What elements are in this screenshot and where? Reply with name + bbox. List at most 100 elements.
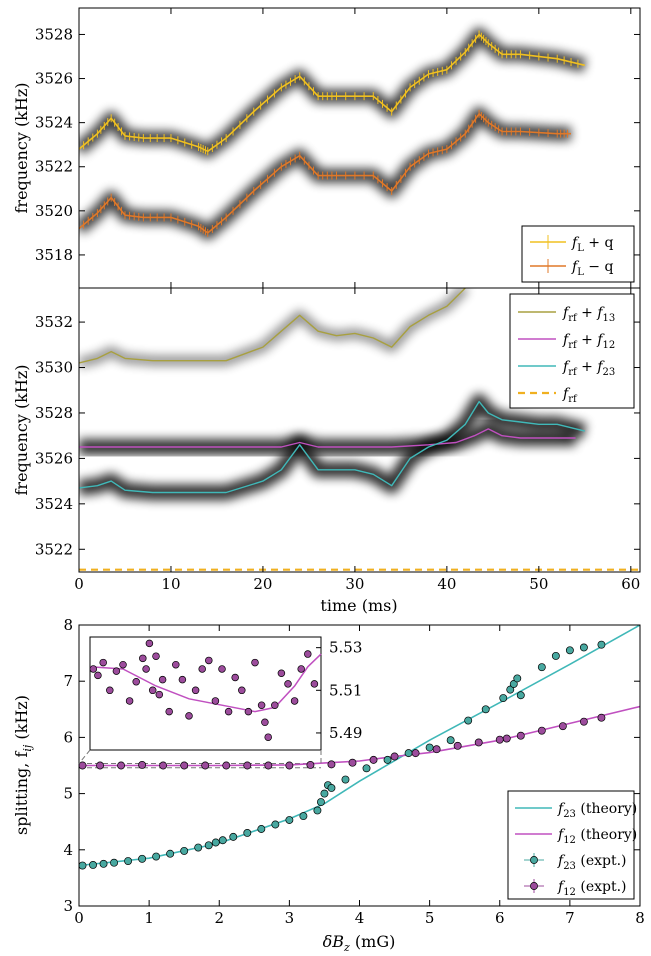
bottom-point-f23 xyxy=(313,806,322,815)
bottom-ytick-label: 3 xyxy=(63,897,73,915)
bottom-point-f23 xyxy=(229,832,238,841)
bottom-point-f23 xyxy=(551,651,560,660)
bottom-point-f23 xyxy=(404,749,413,758)
middle-series-line-0 xyxy=(79,288,466,364)
bottom-point-f12 xyxy=(201,761,210,770)
middle-xtick-label: 30 xyxy=(345,575,364,593)
bottom-point-f23 xyxy=(194,843,203,852)
inset-point xyxy=(152,652,160,660)
top-ytick-label: 3526 xyxy=(35,70,73,88)
middle-legend-label-2: frf + f23 xyxy=(562,359,615,378)
inset-point xyxy=(145,639,154,648)
bottom-point-f12 xyxy=(390,752,399,761)
bottom-legend-marker xyxy=(530,856,538,864)
bottom-point-f23 xyxy=(509,680,518,688)
bottom-xtick-label: 2 xyxy=(214,909,224,927)
bottom-point-f23 xyxy=(110,858,119,867)
middle-legend-label-0-sub2: 13 xyxy=(603,313,616,324)
inset-point xyxy=(178,675,187,684)
bottom-legend-label-expt-1-f: f xyxy=(557,879,566,895)
bottom-ytick-label: 6 xyxy=(63,728,73,746)
inset-point xyxy=(271,701,279,709)
bottom-point-f12 xyxy=(117,761,126,770)
bottom-ytick-label: 8 xyxy=(63,616,73,634)
bottom-point-f12 xyxy=(243,761,252,770)
middle-ytick-label: 3522 xyxy=(35,540,73,558)
bottom-legend-marker xyxy=(530,882,538,890)
bottom-inset: 5.49 5.51 5.53 xyxy=(78,636,362,764)
bottom-point-f23 xyxy=(341,775,350,784)
bottom-point-f23 xyxy=(99,859,108,868)
middle-legend-label-2-f: f xyxy=(562,359,571,375)
middle-legend-label-1-f2: f xyxy=(596,332,605,348)
inset-point xyxy=(139,654,147,663)
bottom-point-f23 xyxy=(516,691,525,700)
middle-xtick-label: 50 xyxy=(529,575,548,593)
bottom-legend-label-expt-0-f: f xyxy=(557,853,566,869)
inset-point xyxy=(231,673,239,682)
inset-point xyxy=(106,686,114,695)
middle-xtick-label: 20 xyxy=(253,575,272,593)
inset-point xyxy=(148,686,157,695)
middle-legend-label-1-rest: + xyxy=(577,332,598,348)
bottom-legend-label-theory-1-f: f xyxy=(557,827,566,843)
bottom-ytick-label: 7 xyxy=(63,672,73,690)
bottom-point-f12 xyxy=(348,758,357,767)
middle-xtick-label: 60 xyxy=(621,575,640,593)
middle-xtick-label: 40 xyxy=(437,575,456,593)
bottom-point-f12 xyxy=(222,761,231,770)
bottom-point-f23 xyxy=(320,789,329,798)
bottom-point-f23 xyxy=(425,743,434,752)
inset-point xyxy=(172,660,180,669)
top-legend-label-0-sub: L xyxy=(577,243,584,254)
middle-ytick-label: 3532 xyxy=(35,313,73,331)
bottom-xtick-label: 4 xyxy=(355,909,365,927)
inset-point xyxy=(244,707,253,716)
bottom-point-f23 xyxy=(152,852,161,861)
bottom-point-f23 xyxy=(513,674,522,683)
bottom-point-f23 xyxy=(204,841,213,850)
bottom-ytick-label: 5 xyxy=(63,785,73,803)
bottom-point-f12 xyxy=(327,760,336,769)
bottom-ylabel: splitting, fij (kHz) xyxy=(12,695,34,835)
inset-point xyxy=(205,656,213,665)
bottom-xtick-label: 3 xyxy=(285,909,295,927)
bottom-point-f12 xyxy=(180,761,189,770)
middle-legend-label-0-rest: + xyxy=(577,305,598,321)
top-plot-clip xyxy=(79,27,587,240)
bottom-frame xyxy=(78,624,641,907)
bottom-point-f12 xyxy=(138,760,147,769)
bottom-xtick-label: 5 xyxy=(425,909,435,927)
middle-legend-label-2-rest: + xyxy=(577,359,598,375)
inset-point xyxy=(211,697,220,705)
bottom-ylabel-main: splitting, f xyxy=(12,751,31,835)
bottom-ylabel-rest: (kHz) xyxy=(12,695,31,745)
bottom-plot-clip xyxy=(79,625,640,870)
bottom-point-f12 xyxy=(264,761,273,770)
top-legend-label-1-sub: L xyxy=(577,267,584,278)
inset-point xyxy=(132,678,140,686)
bottom-point-f23 xyxy=(89,861,97,869)
top-ytick-label: 3518 xyxy=(35,246,73,264)
bottom-point-f12 xyxy=(597,713,606,722)
middle-legend-label-0-sub: rf xyxy=(568,313,578,324)
middle-legend-label-2-sub2: 23 xyxy=(603,367,616,378)
middle-legend-label-1: frf + f12 xyxy=(562,332,615,351)
inset-point xyxy=(297,665,305,673)
inset-point xyxy=(119,660,127,669)
bottom-point-f12 xyxy=(453,741,462,750)
middle-xlabel: time (ms) xyxy=(320,596,397,615)
bottom-point-f23 xyxy=(299,812,308,821)
middle-legend-label-3-f: f xyxy=(562,386,571,402)
bottom-point-f12 xyxy=(432,745,441,754)
inset-point xyxy=(218,665,226,673)
bottom-point-f23 xyxy=(243,828,252,837)
top-legend-box xyxy=(521,225,635,283)
bottom-legend-label-theory-0: f23 (theory) xyxy=(557,801,637,820)
top-legend-label-0: fL + q xyxy=(571,235,613,254)
bottom-xtick-label: 8 xyxy=(635,909,645,927)
top-ytick-label: 3528 xyxy=(35,25,73,43)
inset-point xyxy=(277,669,286,677)
bottom-point-f23 xyxy=(481,705,490,714)
inset-ytick-label: 5.53 xyxy=(329,639,362,657)
